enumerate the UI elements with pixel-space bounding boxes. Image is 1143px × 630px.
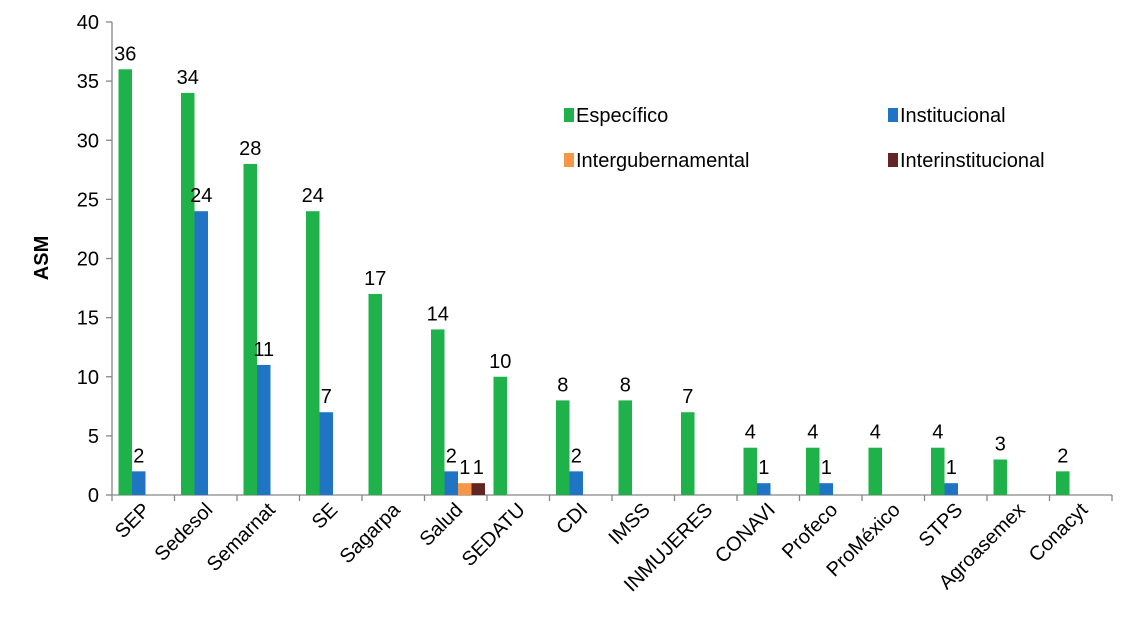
bar	[681, 412, 695, 495]
bar	[556, 400, 570, 495]
bar	[493, 376, 507, 495]
data-label: 28	[239, 138, 261, 160]
legend-label: Intergubernamental	[576, 150, 749, 172]
bar	[931, 447, 945, 495]
bar	[444, 471, 458, 495]
data-label: 11	[253, 339, 274, 361]
x-category-label: Profeco	[778, 499, 842, 563]
x-category-label: IMSS	[605, 499, 655, 549]
legend-swatch	[888, 108, 898, 122]
y-tick-label: 5	[88, 426, 99, 448]
data-label: 7	[682, 386, 693, 408]
bar	[431, 329, 445, 495]
data-label: 4	[870, 422, 881, 444]
bar	[132, 471, 146, 495]
y-tick-label: 30	[77, 130, 99, 152]
y-tick-label: 40	[77, 12, 99, 34]
bar	[569, 471, 583, 495]
data-label: 24	[190, 185, 212, 207]
bar	[806, 447, 820, 495]
y-tick-label: 0	[88, 485, 99, 507]
data-label: 1	[821, 457, 832, 479]
legend-label: Interinstitucional	[900, 150, 1045, 172]
x-category-label: Semarnat	[203, 499, 280, 576]
bar	[944, 483, 958, 495]
data-label: 3	[995, 434, 1006, 456]
bar	[868, 447, 882, 495]
data-label: 36	[114, 43, 136, 65]
bar	[743, 447, 757, 495]
x-category-label: SE	[308, 499, 342, 533]
data-label: 10	[489, 351, 511, 373]
data-label: 1	[758, 457, 769, 479]
data-label: 1	[473, 457, 484, 479]
x-category-label: Conacyt	[1025, 499, 1093, 567]
data-label: 2	[571, 445, 582, 467]
legend-swatch	[564, 108, 574, 122]
data-label: 8	[620, 374, 631, 396]
data-label: 7	[321, 386, 332, 408]
x-category-label: Salud	[416, 499, 468, 551]
legend-label: Específico	[576, 105, 668, 127]
data-label: 17	[364, 268, 386, 290]
bar	[993, 459, 1007, 495]
data-label: 24	[302, 185, 324, 207]
x-category-label: STPS	[915, 499, 968, 552]
y-tick-label: 25	[77, 189, 99, 211]
bar	[819, 483, 833, 495]
bar	[194, 211, 208, 495]
data-label: 8	[557, 374, 568, 396]
bar	[757, 483, 771, 495]
y-axis-title: ASM	[31, 236, 53, 280]
bar	[368, 293, 382, 495]
legend: Específico Institucional Intergubernamenta…	[564, 105, 1045, 172]
bar	[257, 364, 271, 495]
bar	[1056, 471, 1070, 495]
x-category-label: CONAVI	[711, 499, 780, 568]
bar	[618, 400, 632, 495]
data-label: 1	[946, 457, 957, 479]
data-label: 2	[446, 445, 457, 467]
bar	[319, 412, 333, 495]
bar	[118, 69, 132, 496]
legend-label: Institucional	[900, 105, 1006, 127]
legend-swatch	[888, 153, 898, 167]
bar	[458, 483, 472, 495]
bar	[306, 211, 320, 495]
data-label: 4	[807, 422, 818, 444]
x-category-label: Sagarpa	[336, 498, 406, 568]
y-tick-label: 10	[77, 367, 99, 389]
bar	[471, 483, 485, 495]
data-label: 2	[133, 445, 144, 467]
y-tick-label: 20	[77, 249, 99, 271]
legend-swatch	[564, 153, 574, 167]
y-tick-label: 15	[77, 308, 99, 330]
data-label: 4	[932, 422, 943, 444]
data-label: 1	[459, 457, 470, 479]
bar	[181, 92, 195, 495]
bar	[243, 163, 257, 495]
x-category-label: CDI	[552, 499, 592, 539]
x-category-label: SEP	[111, 499, 155, 543]
data-label: 2	[1057, 445, 1068, 467]
x-category-label: SEDATU	[458, 499, 530, 571]
data-label: 4	[745, 422, 756, 444]
data-label: 34	[177, 67, 199, 89]
data-label: 14	[427, 303, 449, 325]
y-tick-label: 35	[77, 71, 99, 93]
